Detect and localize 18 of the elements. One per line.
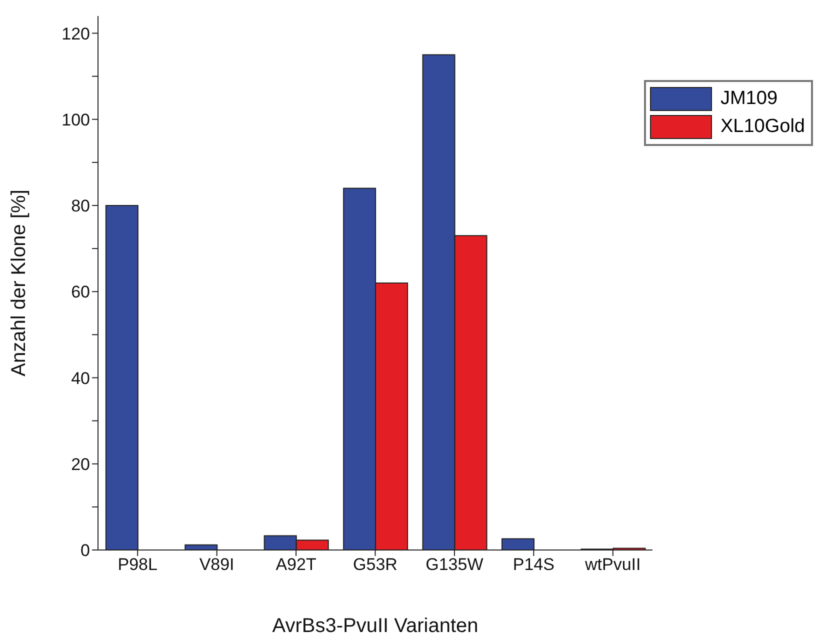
x-tick-label: G135W [426,555,484,574]
y-tick-label: 80 [71,196,90,216]
x-tick-label: V89I [199,555,234,574]
y-tick-label: 20 [71,454,90,474]
x-tick-label: P14S [512,555,554,574]
x-axis-title: AvrBs3-PvuII Varianten [272,615,478,638]
legend-label: JM109 [720,88,778,110]
x-tick-label: wtPvuII [584,555,641,574]
x-tick-label: P98L [118,555,158,574]
y-tick-label: 40 [71,368,90,388]
y-tick-label: 60 [71,282,90,302]
y-tick-label: 100 [62,110,90,130]
x-tick-label: G53R [353,555,398,574]
y-axis-title: Anzahl der Klone [%] [8,190,30,376]
y-tick-label: 120 [62,24,90,44]
x-tick-label: A92T [276,555,316,574]
y-tick-label: 0 [80,541,90,560]
legend-label: XL10Gold [720,116,805,138]
